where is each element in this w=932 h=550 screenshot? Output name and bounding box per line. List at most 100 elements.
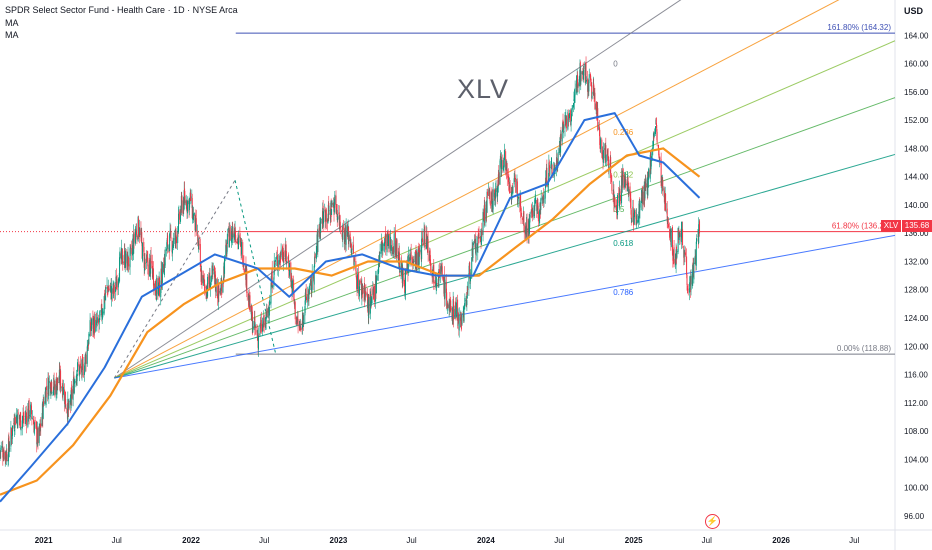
candle-body xyxy=(636,217,638,223)
fib-fan-ray xyxy=(114,234,896,379)
candle-body xyxy=(225,243,227,246)
candle-body xyxy=(601,154,603,156)
candle-body xyxy=(299,326,301,330)
candle-body xyxy=(450,300,452,311)
currency-label[interactable]: USD xyxy=(904,6,924,16)
candle-body xyxy=(379,252,381,255)
candle-body xyxy=(673,247,675,265)
candle-body xyxy=(89,322,91,331)
y-tick-label: 104.00 xyxy=(904,455,929,464)
candle-body xyxy=(136,230,138,235)
candle-body xyxy=(277,260,279,270)
candle-body xyxy=(457,299,459,321)
candle-body xyxy=(237,241,239,245)
candle-body xyxy=(639,204,641,219)
candle-body xyxy=(520,208,522,216)
candle-body xyxy=(356,288,358,291)
candle-body xyxy=(94,317,96,333)
candle-body xyxy=(475,243,477,256)
candle-body xyxy=(54,384,56,396)
candle-body xyxy=(372,286,374,294)
candle-body xyxy=(386,233,388,253)
candle-body xyxy=(87,344,89,351)
candle-body xyxy=(325,209,327,222)
candle-body xyxy=(260,323,262,325)
candle-body xyxy=(320,218,322,233)
candle-body xyxy=(380,242,382,254)
candle-body xyxy=(639,203,641,208)
candle-body xyxy=(333,204,335,207)
candle-body xyxy=(129,246,131,249)
candle-body xyxy=(20,426,22,431)
candle-body xyxy=(416,252,418,268)
candle-body xyxy=(608,156,610,172)
candle-body xyxy=(161,268,163,289)
candle-body xyxy=(235,239,237,243)
lightning-icon[interactable]: ⚡ xyxy=(705,514,720,529)
y-tick-label: 148.00 xyxy=(904,144,929,153)
candle-body xyxy=(686,275,688,286)
x-tick-label: 2024 xyxy=(477,536,495,545)
candle-body xyxy=(57,377,59,384)
candle-body xyxy=(262,322,264,325)
candle-body xyxy=(622,168,624,188)
candle-body xyxy=(254,324,256,327)
candle-body xyxy=(280,258,282,260)
candle-body xyxy=(499,155,501,160)
candle-body xyxy=(8,436,10,449)
candle-body xyxy=(276,256,278,260)
candle-body xyxy=(175,236,177,244)
candle-body xyxy=(125,251,127,268)
candle-body xyxy=(683,249,685,257)
candle-body xyxy=(241,242,243,255)
last-price-value: 135.68 xyxy=(902,220,932,232)
candle-body xyxy=(667,224,669,228)
candle-body xyxy=(660,159,662,186)
candle-body xyxy=(434,280,436,282)
y-tick-label: 136.00 xyxy=(904,229,929,238)
candle-body xyxy=(663,190,665,203)
candle-body xyxy=(627,182,629,196)
candle-body xyxy=(495,188,497,193)
candle-body xyxy=(83,372,85,375)
candle-body xyxy=(268,307,270,316)
y-tick-label: 160.00 xyxy=(904,60,929,69)
candle-body xyxy=(455,302,457,311)
candle-body xyxy=(96,317,98,323)
candle-body xyxy=(588,79,590,92)
candle-body xyxy=(682,229,684,245)
candle-body xyxy=(351,249,353,256)
candle-body xyxy=(576,75,578,93)
candle-body xyxy=(50,391,52,395)
candle-body xyxy=(211,265,213,278)
candle-body xyxy=(514,178,516,179)
candle-body xyxy=(358,272,360,294)
candle-body xyxy=(421,238,423,260)
candle-body xyxy=(624,176,626,179)
candle-body xyxy=(344,228,346,243)
candle-body xyxy=(109,286,111,288)
candle-body xyxy=(362,289,364,294)
candle-body xyxy=(492,189,494,210)
candle-body xyxy=(480,231,482,246)
candle-body xyxy=(498,172,500,185)
candle-body xyxy=(410,251,412,260)
candle-body xyxy=(249,295,251,312)
y-tick-label: 96.00 xyxy=(904,512,925,521)
candle-body xyxy=(90,325,92,330)
candle-body xyxy=(124,249,126,268)
candle-body xyxy=(234,230,236,238)
candle-body xyxy=(95,319,97,332)
candle-body xyxy=(426,233,428,238)
candle-body xyxy=(686,285,688,291)
candle-body xyxy=(368,296,370,319)
candle-body xyxy=(197,234,199,246)
last-price-symbol: XLV xyxy=(881,220,901,232)
candle-body xyxy=(565,117,567,124)
candle-body xyxy=(127,256,129,267)
candle-body xyxy=(532,210,534,218)
candle-body xyxy=(211,275,213,282)
candle-body xyxy=(173,238,175,246)
candle-body xyxy=(230,231,232,243)
